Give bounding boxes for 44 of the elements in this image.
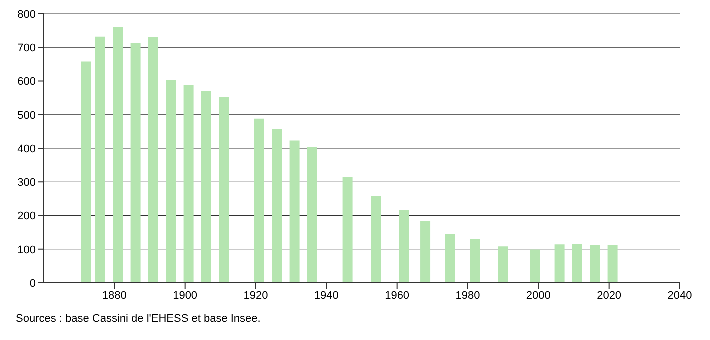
bar	[498, 246, 508, 283]
x-tick-label: 1980	[456, 290, 480, 302]
bar	[399, 210, 410, 283]
bar	[371, 196, 382, 283]
bar	[572, 244, 582, 283]
bar	[470, 238, 480, 283]
bar	[272, 129, 282, 283]
x-tick-label: 1900	[173, 290, 198, 302]
bar	[113, 27, 124, 283]
bar	[184, 85, 194, 283]
bar	[445, 234, 456, 283]
bar	[608, 245, 618, 283]
y-tick-label: 700	[18, 42, 36, 55]
x-tick-label: 1940	[314, 290, 339, 302]
bar	[130, 43, 141, 283]
bar	[166, 80, 176, 283]
bar	[590, 245, 600, 283]
bar	[290, 140, 300, 283]
bar	[420, 221, 431, 283]
y-tick-label: 600	[18, 76, 36, 88]
y-tick-label: 200	[18, 210, 36, 223]
bar	[201, 91, 212, 283]
x-tick-label: 1880	[102, 290, 127, 302]
bar	[81, 62, 92, 283]
bar	[554, 244, 565, 283]
x-tick-label: 1960	[385, 290, 410, 302]
x-tick-label: 1920	[244, 290, 268, 302]
y-tick-label: 300	[18, 177, 36, 190]
x-tick-label: 2020	[597, 290, 622, 302]
bar	[95, 36, 106, 283]
x-tick-label: 2000	[526, 290, 551, 302]
bar	[342, 177, 353, 283]
bar	[148, 38, 158, 283]
y-tick-label: 800	[18, 8, 36, 21]
bar	[219, 97, 230, 283]
y-tick-label: 100	[18, 244, 36, 256]
y-tick-label: 0	[30, 278, 36, 290]
y-tick-label: 400	[18, 143, 36, 156]
source-note: Sources : base Cassini de l'EHESS et base Insee.	[15, 313, 262, 325]
bar	[254, 118, 264, 283]
bar	[530, 250, 540, 283]
x-tick-label: 2040	[668, 290, 692, 302]
y-tick-label: 500	[18, 110, 36, 122]
bar	[307, 147, 318, 283]
